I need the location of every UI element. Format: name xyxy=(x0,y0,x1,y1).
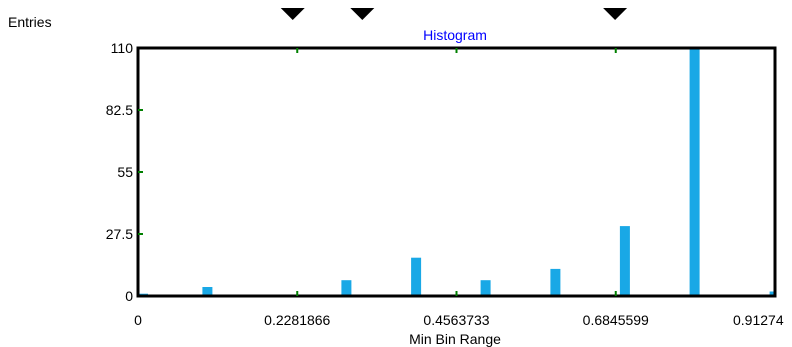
x-tick-label: 0.6845599 xyxy=(583,312,649,328)
range-marker-icon[interactable] xyxy=(350,8,375,20)
bars xyxy=(138,48,775,296)
histogram-bar xyxy=(411,257,422,296)
y-tick-label: 110 xyxy=(111,40,134,56)
histogram-bar xyxy=(689,48,700,296)
y-tick-label: 27.5 xyxy=(106,226,133,242)
x-tick-label: 0.2281866 xyxy=(264,312,330,328)
x-tick-labels: 0 0.2281866 0.4563733 0.6845599 0.91274 xyxy=(134,312,784,328)
range-marker-icon[interactable] xyxy=(280,8,305,20)
histogram-bar xyxy=(550,268,561,296)
chart-title: Histogram xyxy=(423,27,487,43)
plot-frame xyxy=(136,46,777,298)
y-tick-labels: 0 27.5 55 82.5 110 xyxy=(106,40,133,304)
y-tick-label: 55 xyxy=(117,164,133,180)
axis-ticks xyxy=(138,48,617,296)
y-axis-label: Entries xyxy=(8,14,52,30)
histogram-bar xyxy=(619,226,630,296)
range-marker-icon[interactable] xyxy=(603,8,628,20)
histogram-bar xyxy=(769,291,775,296)
y-tick-label: 82.5 xyxy=(106,102,133,118)
x-tick-label: 0 xyxy=(134,312,142,328)
histogram-bar xyxy=(202,287,213,296)
x-axis-label: Min Bin Range xyxy=(409,331,501,347)
histogram-bar xyxy=(341,280,352,296)
histogram-bar xyxy=(480,280,491,296)
x-tick-label: 0.91274 xyxy=(733,312,784,328)
range-markers[interactable] xyxy=(280,8,628,20)
x-tick-label: 0.4563733 xyxy=(423,312,489,328)
y-tick-label: 0 xyxy=(125,288,133,304)
